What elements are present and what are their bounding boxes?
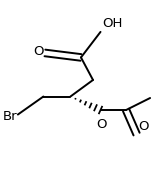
Text: Br: Br	[2, 109, 17, 123]
Text: O: O	[138, 120, 149, 132]
Text: OH: OH	[102, 17, 122, 30]
Text: O: O	[96, 118, 106, 131]
Text: O: O	[33, 45, 43, 58]
